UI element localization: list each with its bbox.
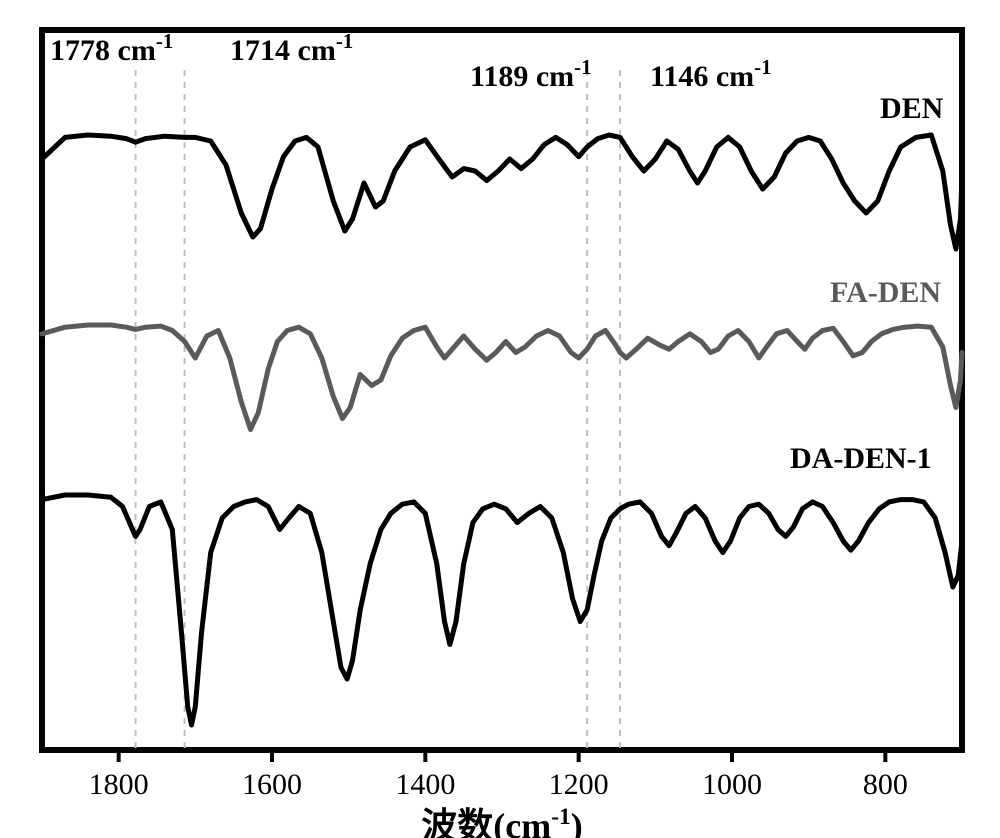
spectrum-chart: DEN FA-DEN DA-DEN-1 1778 cm-1 1714 cm-1 1189 … bbox=[0, 0, 1000, 838]
series-label: DA-DEN-1 bbox=[790, 442, 932, 475]
chart-svg: DEN FA-DEN DA-DEN-1 1778 cm-1 1714 cm-1 1189 … bbox=[0, 0, 1000, 838]
x-tick-label: 1400 bbox=[395, 768, 455, 801]
x-tick-label: 1200 bbox=[549, 768, 609, 801]
peak-label: 1189 cm-1 bbox=[470, 55, 592, 93]
peak-label: 1714 cm-1 bbox=[230, 29, 353, 67]
peak-label: 1146 cm-1 bbox=[650, 55, 772, 93]
peak-label: 1778 cm-1 bbox=[50, 29, 173, 67]
x-tick-label: 1800 bbox=[89, 768, 149, 801]
chart-bg bbox=[0, 0, 1000, 838]
x-tick-label: 800 bbox=[863, 768, 908, 801]
x-tick-label: 1600 bbox=[242, 768, 302, 801]
series-label: FA-DEN bbox=[830, 276, 941, 309]
series-label: DEN bbox=[880, 92, 944, 125]
x-tick-label: 1000 bbox=[702, 768, 762, 801]
